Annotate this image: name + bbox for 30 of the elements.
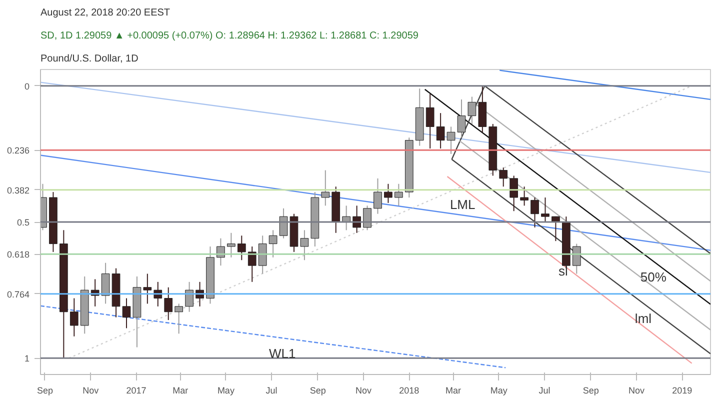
x-tick-label: 2018 xyxy=(399,386,420,396)
x-tick-label: Mar xyxy=(172,386,188,396)
x-tick-label: Sep xyxy=(310,386,326,396)
y-tick-label: 0.382 xyxy=(6,185,30,196)
series-label: 50% xyxy=(640,269,667,284)
y-tick-label: 0.764 xyxy=(6,289,30,300)
y-tick-label: 0.618 xyxy=(6,250,30,260)
y-tick-label: 0.5 xyxy=(16,218,30,228)
series-label: LML xyxy=(450,197,476,212)
y-tick-label: 0.236 xyxy=(6,146,30,156)
x-tick-label: Mar xyxy=(446,386,462,396)
y-tick-label: 0 xyxy=(24,81,30,92)
x-tick-label: Jul xyxy=(266,386,278,396)
chart-title: Pound/U.S. Dollar, 1D xyxy=(40,54,138,64)
series-label: lml xyxy=(634,311,652,326)
y-tick-label: 1 xyxy=(24,354,30,364)
series-label: WL1 xyxy=(268,346,296,362)
x-tick-label: Sep xyxy=(36,386,53,396)
x-tick-label: Jul xyxy=(538,386,550,396)
x-tick-label: 2019 xyxy=(672,386,692,396)
x-tick-label: Sep xyxy=(582,386,599,396)
chart-subtitle: SD, 1D 1.29059 ▲ +0.00095 (+0.07%) O: 1.28964 H: 1.29362 L: 1.28681 C: 1.29059 xyxy=(40,30,419,42)
x-tick-label: May xyxy=(217,386,235,396)
annotation: sl xyxy=(558,264,568,279)
x-tick-label: Nov xyxy=(82,386,100,396)
x-tick-label: Nov xyxy=(628,386,645,396)
x-tick-label: Nov xyxy=(356,386,372,396)
x-tick-label: May xyxy=(490,386,508,396)
x-tick-label: 2017 xyxy=(126,386,146,396)
text: August 22, 2018 20:20 EEST xyxy=(40,8,170,18)
